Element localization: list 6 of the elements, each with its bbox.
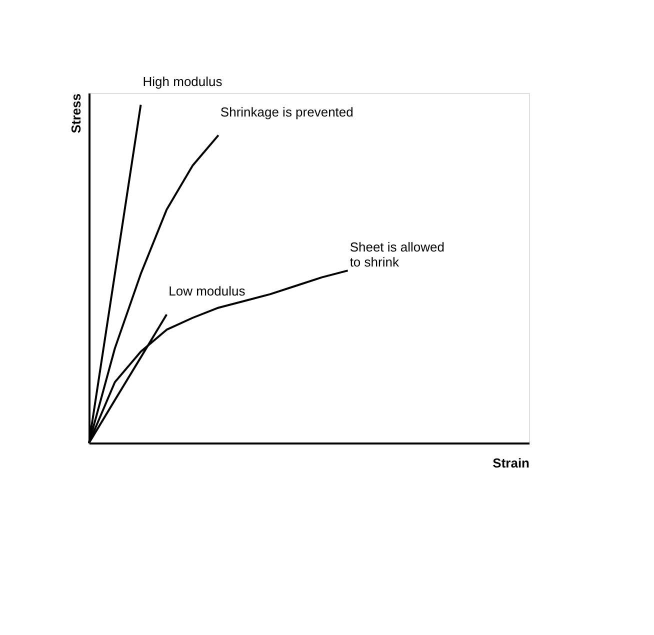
series-label: High modulus [142, 74, 223, 89]
series-label: Low modulus [168, 284, 246, 298]
series-label: Sheet is allowed to shrink [350, 240, 444, 270]
x-axis-title: Strain [492, 456, 530, 470]
y-axis-title: Stress [68, 94, 84, 134]
series-label: Shrinkage is prevented [220, 104, 354, 120]
